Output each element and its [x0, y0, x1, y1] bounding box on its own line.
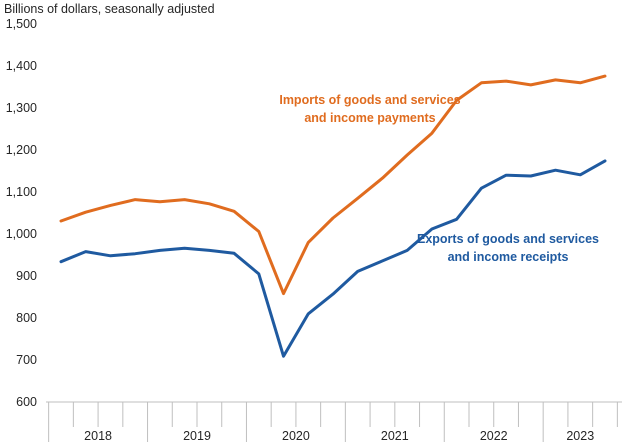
y-tick-label: 700: [16, 353, 37, 367]
y-axis-ticks: 600 700 800 900 1,000 1,100 1,200 1,300 1,400 1,5…: [6, 17, 37, 409]
x-axis: 2018 2019 2020 2021 2022 2023: [46, 401, 622, 443]
y-tick-label: 600: [16, 395, 37, 409]
y-tick-label: 800: [16, 311, 37, 325]
y-tick-label: 1,200: [6, 143, 37, 157]
y-tick-label: 1,100: [6, 185, 37, 199]
y-tick-label: 1,400: [6, 59, 37, 73]
imports-series-label: and income payments: [304, 111, 435, 125]
exports-series-line: [59, 159, 607, 358]
series-lines: [59, 74, 607, 358]
imports-series-label: Imports of goods and services: [279, 93, 460, 107]
x-tick-label: 2022: [480, 429, 508, 443]
x-tick-label: 2018: [84, 429, 112, 443]
y-axis-title: Billions of dollars, seasonally adjusted: [4, 2, 215, 16]
exports-series-label: and income receipts: [448, 250, 569, 264]
y-tick-label: 900: [16, 269, 37, 283]
imports-series-line: [59, 74, 607, 296]
y-tick-label: 1,000: [6, 227, 37, 241]
x-tick-label: 2019: [183, 429, 211, 443]
x-tick-label: 2023: [566, 429, 594, 443]
x-tick-label: 2021: [381, 429, 409, 443]
x-tick-label: 2020: [282, 429, 310, 443]
exports-series-label: Exports of goods and services: [417, 232, 599, 246]
y-tick-label: 1,300: [6, 101, 37, 115]
y-tick-label: 1,500: [6, 17, 37, 31]
series-labels: Imports of goods and services and income …: [279, 93, 599, 264]
